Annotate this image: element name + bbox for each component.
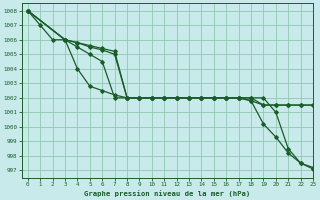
X-axis label: Graphe pression niveau de la mer (hPa): Graphe pression niveau de la mer (hPa) <box>84 190 251 197</box>
